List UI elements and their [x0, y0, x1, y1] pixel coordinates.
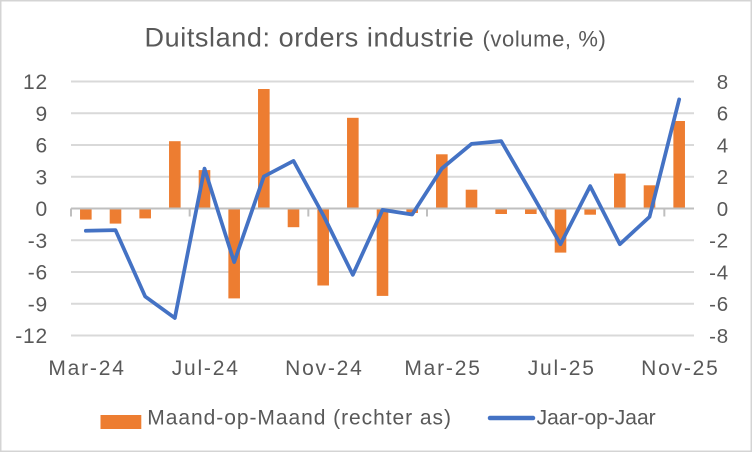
svg-text:12: 12 — [23, 71, 48, 94]
svg-text:Jaar-op-Jaar: Jaar-op-Jaar — [537, 407, 656, 430]
svg-text:-4: -4 — [709, 261, 729, 284]
svg-text:6: 6 — [36, 135, 48, 158]
svg-text:3: 3 — [36, 166, 48, 189]
svg-text:6: 6 — [717, 103, 729, 126]
svg-text:-12: -12 — [15, 325, 48, 348]
svg-text:-6: -6 — [709, 293, 729, 316]
svg-text:Nov-24: Nov-24 — [285, 357, 364, 380]
svg-text:Nov-25: Nov-25 — [641, 357, 720, 380]
svg-text:Duitsland: orders industrie (v: Duitsland: orders industrie (volume, %) — [145, 23, 607, 53]
svg-text:Mar-25: Mar-25 — [404, 357, 481, 380]
svg-text:Jul-25: Jul-25 — [528, 357, 596, 380]
svg-text:-9: -9 — [28, 293, 48, 316]
svg-text:2: 2 — [717, 166, 729, 189]
svg-text:-2: -2 — [709, 230, 729, 253]
svg-text:4: 4 — [717, 134, 729, 157]
svg-text:Jul-24: Jul-24 — [172, 357, 240, 380]
svg-text:9: 9 — [36, 103, 48, 126]
svg-text:-8: -8 — [709, 325, 729, 348]
svg-text:8: 8 — [717, 71, 729, 94]
svg-text:-3: -3 — [28, 230, 48, 253]
svg-text:0: 0 — [717, 198, 729, 221]
svg-text:0: 0 — [36, 198, 48, 221]
svg-text:Maand-op-Maand (rechter as): Maand-op-Maand (rechter as) — [147, 407, 452, 430]
svg-text:Mar-24: Mar-24 — [48, 357, 125, 380]
svg-text:-6: -6 — [28, 262, 48, 285]
